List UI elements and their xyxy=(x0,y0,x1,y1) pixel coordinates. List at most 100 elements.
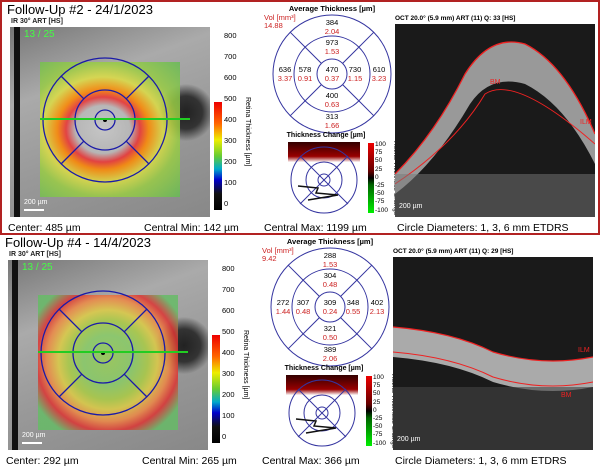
average-thickness-grid: Average Thickness [µm] Vol [mm³] 9.42 309… xyxy=(262,237,390,367)
grid-sector-outer-inf: 313 1.66 xyxy=(320,112,344,130)
central-max: Central Max: 1199 µm xyxy=(264,222,367,234)
scale-label: 200 µm xyxy=(24,199,48,206)
circle-diameters: Circle Diameters: 1, 3, 6 mm ETDRS xyxy=(397,222,569,234)
colorbar-tick: 600 xyxy=(224,73,237,82)
ir-label: IR 30° ART [HS] xyxy=(9,251,61,258)
change-tick: 0 xyxy=(373,406,377,414)
grid-sector-inner-inf: 321 0.50 xyxy=(318,324,342,342)
grid-sector-outer-nas: 402 2.13 xyxy=(365,298,389,316)
sector-volume: 2.06 xyxy=(322,354,338,363)
sector-volume: 2.13 xyxy=(369,307,385,316)
change-tick: -100 xyxy=(375,206,389,214)
sector-thickness: 272 xyxy=(276,298,290,307)
scan-line[interactable] xyxy=(40,118,190,120)
change-tick: 75 xyxy=(373,382,381,390)
colorbar-tick: 500 xyxy=(222,327,235,336)
thickness-change-map: Thickness Change [µm] 100 75 50 25 0 -25 -50 -7… xyxy=(278,365,398,450)
colorbar-tick: 100 xyxy=(222,411,235,420)
sector-thickness: 321 xyxy=(323,324,337,333)
sector-thickness: 288 xyxy=(323,251,337,260)
bm-label: BM xyxy=(561,392,572,399)
colorbar-tick: 0 xyxy=(224,199,229,208)
grid-sector-outer-temp: 272 1.44 xyxy=(271,298,295,316)
vol-total: 9.42 xyxy=(262,254,277,263)
colorbar-tick: 800 xyxy=(224,31,237,40)
change-tick: -75 xyxy=(375,198,385,206)
sector-thickness: 348 xyxy=(346,298,360,307)
central-min: Central Min: 142 µm xyxy=(144,222,239,234)
sector-volume: 0.50 xyxy=(322,333,338,342)
sector-thickness: 313 xyxy=(325,112,339,121)
change-colorbar xyxy=(368,143,374,213)
sector-thickness: 304 xyxy=(323,271,337,280)
sector-volume: 0.24 xyxy=(322,307,338,316)
scan-line[interactable] xyxy=(38,351,188,353)
central-max: Central Max: 366 µm xyxy=(262,455,360,467)
colorbar-tick: 100 xyxy=(224,178,237,187)
sector-volume: 0.63 xyxy=(324,100,340,109)
colorbar-tick: 500 xyxy=(224,94,237,103)
central-min: Central Min: 265 µm xyxy=(142,455,237,467)
oct-bscan[interactable]: BM ILM 200 µm xyxy=(395,24,595,217)
sector-thickness: 470 xyxy=(325,65,339,74)
sector-thickness: 389 xyxy=(323,345,337,354)
grid-sector-outer-sup: 384 2.04 xyxy=(320,18,344,36)
average-thickness-grid: Average Thickness [µm] Vol [mm³] 14.88 47… xyxy=(264,4,392,134)
change-tick: -50 xyxy=(373,423,383,431)
change-tick: -75 xyxy=(373,431,383,439)
grid-sector-inner-inf: 400 0.63 xyxy=(320,91,344,109)
sector-volume: 1.15 xyxy=(347,74,363,83)
sector-thickness: 384 xyxy=(325,18,339,27)
etdrs-circles xyxy=(40,290,166,416)
oct-bscan[interactable]: BM ILM 200 µm xyxy=(393,257,593,450)
scale-label: 200 µm xyxy=(22,432,46,439)
thickness-colorbar xyxy=(212,335,220,443)
visit-title: Follow-Up #2 - 24/1/2023 xyxy=(7,2,153,17)
grid-sector-inner-sup: 304 0.48 xyxy=(318,271,342,289)
fundus-image[interactable]: 13 / 25 200 µm xyxy=(8,260,208,450)
grid-sector-center: 309 0.24 xyxy=(318,298,342,316)
volume-label: Vol [mm³] 14.88 xyxy=(264,14,296,30)
vol-label: Vol [mm³] xyxy=(262,246,294,255)
change-title: Thickness Change [µm] xyxy=(286,132,366,139)
grid-title: Average Thickness [µm] xyxy=(288,4,376,13)
grid-sector-outer-inf: 389 2.06 xyxy=(318,345,342,363)
oct-layers xyxy=(393,326,593,450)
sector-thickness: 636 xyxy=(278,65,292,74)
sector-volume: 3.23 xyxy=(371,74,387,83)
change-tick: 75 xyxy=(375,149,383,157)
colorbar-tick: 700 xyxy=(224,52,237,61)
circle-diameters: Circle Diameters: 1, 3, 6 mm ETDRS xyxy=(395,455,567,467)
sector-thickness: 307 xyxy=(296,298,310,307)
colorbar-tick: 700 xyxy=(222,285,235,294)
sector-volume: 1.44 xyxy=(275,307,291,316)
sector-volume: 1.66 xyxy=(324,121,340,130)
grid-circles xyxy=(270,247,390,367)
vol-label: Vol [mm³] xyxy=(264,13,296,22)
etdrs-circles xyxy=(42,57,168,183)
sector-thickness: 309 xyxy=(323,298,337,307)
sector-volume: 1.53 xyxy=(322,260,338,269)
follow-up-panel: Follow-Up #2 - 24/1/2023 IR 30° ART [HS]… xyxy=(0,0,600,235)
colorbar-tick: 800 xyxy=(222,264,235,273)
sector-thickness: 973 xyxy=(325,38,339,47)
grid-sector-inner-nas: 348 0.55 xyxy=(341,298,365,316)
center-thickness: Center: 485 µm xyxy=(8,222,81,234)
sector-volume: 0.55 xyxy=(345,307,361,316)
grid-title: Average Thickness [µm] xyxy=(286,237,374,246)
grid-sector-outer-nas: 610 3.23 xyxy=(367,65,391,83)
change-tick: 25 xyxy=(375,165,383,173)
sector-volume: 0.48 xyxy=(322,280,338,289)
grid-sector-outer-temp: 636 3.37 xyxy=(273,65,297,83)
vol-total: 14.88 xyxy=(264,21,283,30)
colorbar-tick: 400 xyxy=(224,115,237,124)
change-tick: -100 xyxy=(373,439,387,447)
change-tick: -25 xyxy=(375,182,385,189)
grid-sector-inner-temp: 578 0.91 xyxy=(293,65,317,83)
colorbar-tick: 0 xyxy=(222,432,227,441)
sector-volume: 1.53 xyxy=(324,47,340,56)
fundus-image[interactable]: 13 / 25 200 µm xyxy=(10,27,210,217)
change-tick: 50 xyxy=(375,157,383,165)
colorbar-tick: 600 xyxy=(222,306,235,315)
change-tick: 0 xyxy=(375,173,379,181)
